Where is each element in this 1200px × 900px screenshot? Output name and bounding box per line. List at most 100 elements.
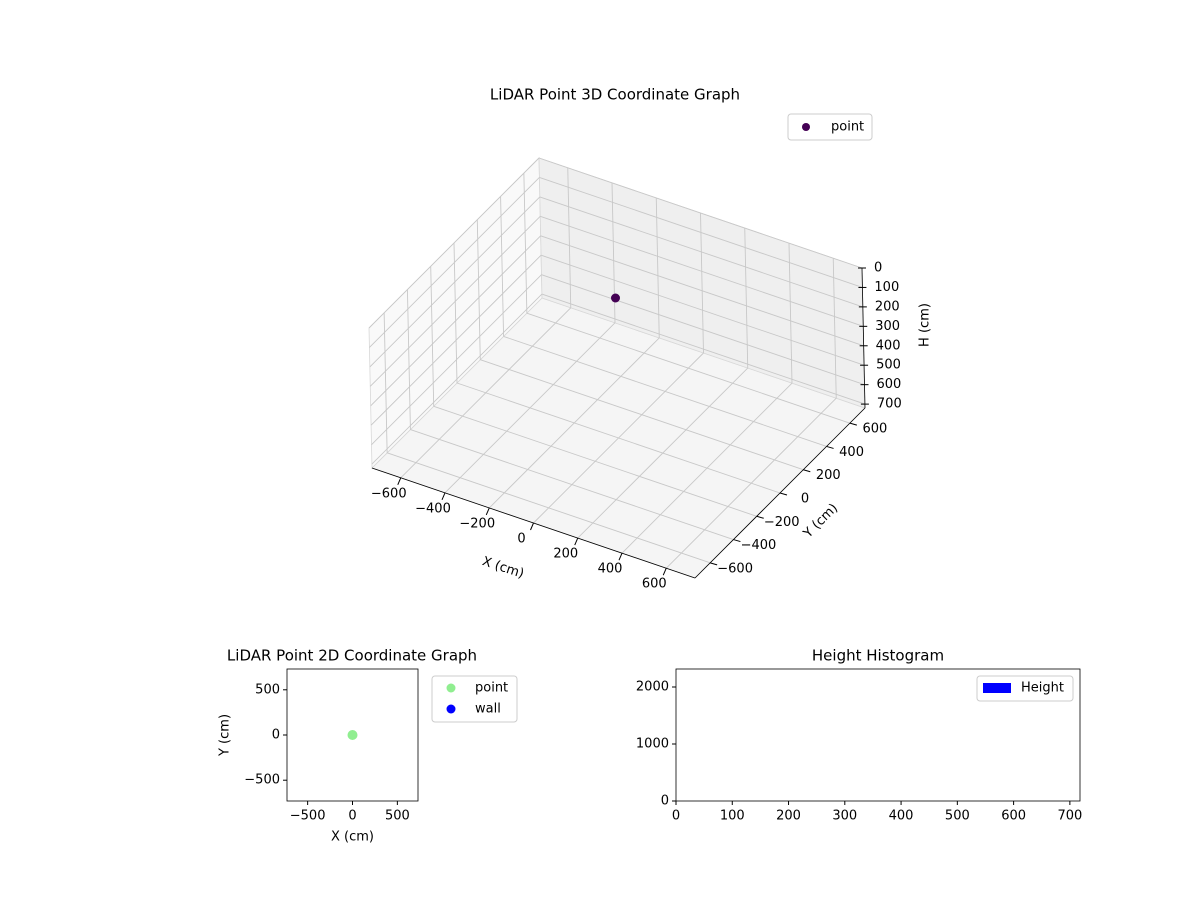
grid-line bbox=[539, 177, 863, 288]
tick-mark bbox=[849, 422, 858, 426]
tick-mark bbox=[779, 492, 788, 496]
grid-line bbox=[456, 382, 781, 494]
grid-line bbox=[410, 429, 734, 541]
x-tick-label: 0 bbox=[348, 809, 356, 824]
grid-line bbox=[526, 312, 851, 424]
legend-label: point bbox=[475, 681, 508, 696]
z-tick-label: 200 bbox=[875, 299, 900, 314]
legend-label: point bbox=[831, 120, 864, 135]
legend-marker bbox=[446, 683, 456, 693]
x-tick-label: 600 bbox=[642, 577, 667, 592]
y-tick-label: 500 bbox=[255, 682, 280, 697]
y-axis-label: Y (cm) bbox=[800, 501, 841, 542]
grid-line bbox=[540, 254, 865, 366]
y-tick-label: 0 bbox=[272, 728, 280, 743]
y-tick-label: −600 bbox=[717, 561, 753, 576]
x-tick-label: 200 bbox=[553, 547, 578, 562]
tick-mark bbox=[709, 562, 718, 566]
grid-line bbox=[368, 157, 540, 329]
y-axis-line bbox=[694, 407, 866, 579]
x-tick-label: −400 bbox=[415, 501, 451, 516]
chart-title: LiDAR Point 3D Coordinate Graph bbox=[490, 86, 740, 104]
chart-title: Height Histogram bbox=[812, 647, 944, 665]
y-tick-label: −200 bbox=[764, 515, 800, 530]
grid-line bbox=[538, 157, 863, 269]
tick-mark bbox=[397, 477, 402, 485]
y-tick-label: 200 bbox=[816, 468, 841, 483]
legend-marker bbox=[446, 704, 456, 714]
legend-label: wall bbox=[475, 702, 501, 717]
legend-box bbox=[976, 675, 1074, 702]
grid-line bbox=[541, 274, 865, 386]
y-tick-label: 1000 bbox=[636, 737, 669, 752]
tick-mark bbox=[574, 537, 579, 546]
z-tick-label: 400 bbox=[876, 338, 901, 353]
grid-line bbox=[539, 196, 863, 308]
tick-mark bbox=[618, 552, 623, 561]
grid-line bbox=[369, 216, 541, 387]
z-axis-line bbox=[861, 267, 866, 409]
x-tick-label: 100 bbox=[720, 809, 745, 824]
y-axis-label: Y (cm) bbox=[218, 714, 233, 757]
y-tick-label: −400 bbox=[741, 538, 777, 553]
legend-label: Height bbox=[1021, 681, 1064, 696]
legend-box bbox=[787, 113, 873, 141]
grid-line bbox=[540, 215, 864, 327]
tick-mark bbox=[441, 492, 446, 501]
x-tick-label: 300 bbox=[832, 809, 857, 824]
x-tick-label: 0 bbox=[517, 532, 525, 547]
tick-mark bbox=[662, 568, 667, 576]
grid-line bbox=[369, 196, 541, 368]
grid-line bbox=[503, 335, 827, 447]
x-axis-line bbox=[371, 467, 696, 579]
x-tick-label: 0 bbox=[672, 809, 680, 824]
legend-marker bbox=[802, 123, 810, 131]
x-tick-label: 600 bbox=[1001, 809, 1026, 824]
x-tick-label: 500 bbox=[385, 809, 410, 824]
y-tick-label: 0 bbox=[661, 794, 669, 809]
x-tick-label: 500 bbox=[945, 809, 970, 824]
grid-line bbox=[371, 293, 543, 465]
x-axis-label: X (cm) bbox=[480, 554, 526, 582]
y-tick-label: 2000 bbox=[636, 680, 669, 695]
y-tick-label: 400 bbox=[839, 445, 864, 460]
x-tick-label: 200 bbox=[776, 809, 801, 824]
grid-line bbox=[371, 274, 542, 445]
z-tick-label: 100 bbox=[874, 280, 899, 295]
grid-line bbox=[540, 235, 864, 347]
x-tick-label: −500 bbox=[290, 809, 326, 824]
grid-line bbox=[433, 405, 757, 517]
x-tick-label: 400 bbox=[889, 809, 914, 824]
z-axis-label: H (cm) bbox=[918, 303, 933, 347]
point bbox=[611, 293, 620, 303]
grid-line bbox=[541, 293, 866, 405]
z-tick-label: 600 bbox=[877, 377, 902, 392]
tick-mark bbox=[826, 445, 834, 449]
y-tick-label: −500 bbox=[244, 773, 280, 788]
tick-mark bbox=[756, 515, 764, 519]
x-tick-label: −200 bbox=[459, 516, 495, 531]
tick-mark bbox=[530, 522, 534, 531]
y-tick-label: 0 bbox=[801, 492, 809, 507]
z-tick-label: 700 bbox=[877, 397, 902, 412]
tick-mark bbox=[803, 469, 811, 473]
grid-line bbox=[370, 254, 542, 426]
legend-marker bbox=[983, 683, 1011, 693]
z-tick-label: 500 bbox=[876, 358, 901, 373]
z-tick-label: 300 bbox=[875, 319, 900, 334]
y-tick-label: 600 bbox=[862, 422, 887, 437]
z-tick-label: 0 bbox=[874, 261, 882, 276]
tick-mark bbox=[733, 539, 741, 543]
x-tick-label: 400 bbox=[598, 562, 623, 577]
x-axis-label: X (cm) bbox=[331, 830, 374, 845]
grid-line bbox=[386, 452, 711, 564]
tick-mark bbox=[485, 507, 490, 516]
chart-title: LiDAR Point 2D Coordinate Graph bbox=[227, 647, 477, 665]
x-tick-label: −600 bbox=[371, 486, 407, 501]
grid-line bbox=[480, 359, 804, 471]
grid-line bbox=[369, 177, 540, 348]
point bbox=[347, 730, 358, 740]
x-tick-label: 700 bbox=[1057, 809, 1082, 824]
grid-line bbox=[370, 235, 541, 407]
